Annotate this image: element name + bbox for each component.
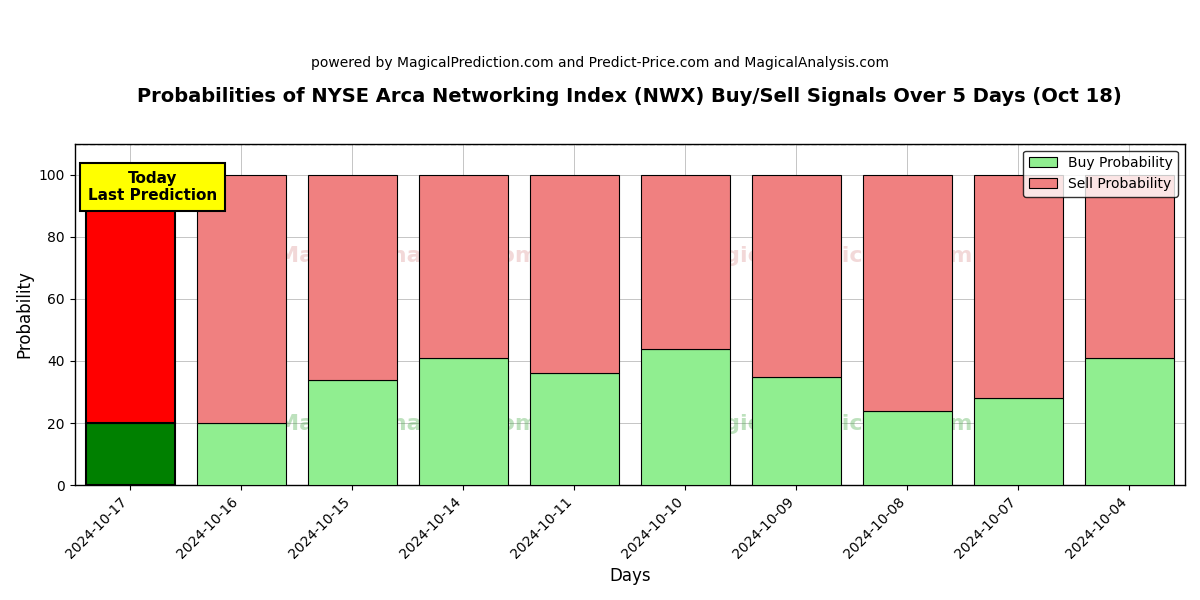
Bar: [197, 423, 286, 485]
Text: powered by MagicalPrediction.com and Predict-Price.com and MagicalAnalysis.com: powered by MagicalPrediction.com and Pre…: [311, 56, 889, 70]
Bar: [419, 175, 508, 358]
Legend: Buy Probability, Sell Probability: Buy Probability, Sell Probability: [1024, 151, 1178, 197]
Text: MagicalPrediction.com: MagicalPrediction.com: [688, 247, 972, 266]
Bar: [530, 373, 619, 485]
X-axis label: Days: Days: [610, 567, 650, 585]
Bar: [863, 175, 952, 410]
Bar: [308, 175, 397, 380]
Text: MagicalAnalysis.com: MagicalAnalysis.com: [277, 247, 539, 266]
Bar: [197, 175, 286, 423]
Bar: [641, 349, 730, 485]
Bar: [752, 377, 841, 485]
Bar: [863, 410, 952, 485]
Bar: [974, 175, 1063, 398]
Title: Probabilities of NYSE Arca Networking Index (NWX) Buy/Sell Signals Over 5 Days (: Probabilities of NYSE Arca Networking In…: [138, 87, 1122, 106]
Bar: [974, 398, 1063, 485]
Bar: [530, 175, 619, 373]
Text: MagicalPrediction.com: MagicalPrediction.com: [688, 413, 972, 434]
Bar: [1085, 175, 1174, 358]
Bar: [85, 175, 174, 423]
Bar: [85, 423, 174, 485]
Y-axis label: Probability: Probability: [16, 271, 34, 358]
Bar: [752, 175, 841, 377]
Bar: [641, 175, 730, 349]
Bar: [308, 380, 397, 485]
Text: MagicalAnalysis.com: MagicalAnalysis.com: [277, 413, 539, 434]
Bar: [1085, 358, 1174, 485]
Text: Today
Last Prediction: Today Last Prediction: [88, 171, 217, 203]
Bar: [419, 358, 508, 485]
